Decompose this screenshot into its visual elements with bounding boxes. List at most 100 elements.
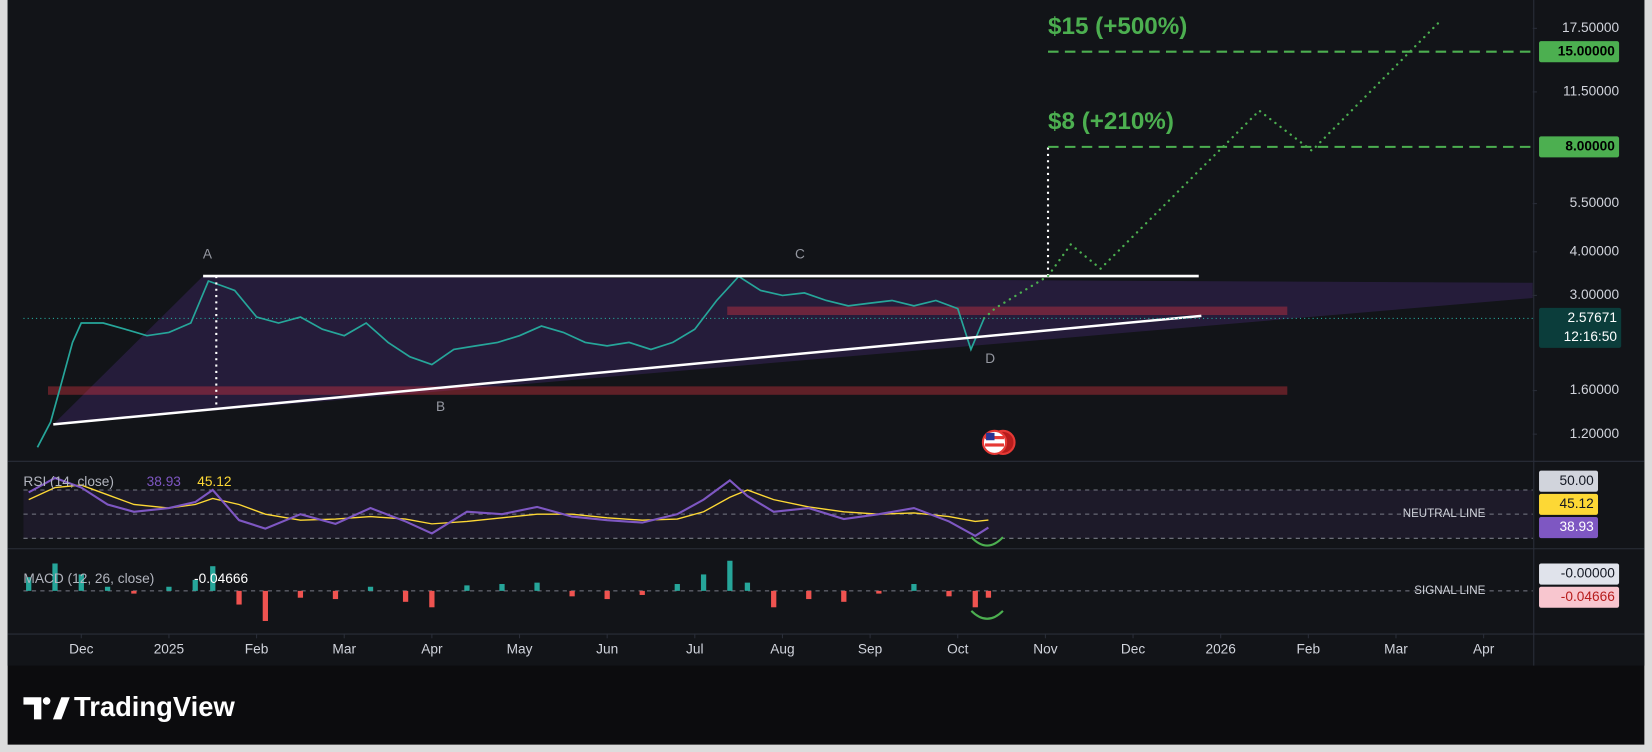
y-tick-label: 17.50000 [1562, 20, 1619, 35]
macd-bar [236, 590, 242, 605]
wave-label: B [436, 399, 445, 414]
target-tag: 15.00000 [1558, 43, 1615, 58]
macd-bar [499, 584, 505, 591]
countdown: 12:16:50 [1564, 329, 1618, 344]
us-flag-icon [981, 429, 1016, 455]
macd-bar [429, 590, 435, 608]
y-tick-label: 3.00000 [1570, 287, 1620, 302]
macd-bar [534, 582, 540, 591]
macd-value: -0.04666 [194, 571, 248, 586]
wave-label: C [795, 247, 805, 262]
macd-bar [806, 590, 812, 600]
y-tick-label: 4.00000 [1570, 243, 1620, 258]
macd-bar [946, 590, 952, 597]
x-tick-label: Feb [245, 641, 269, 656]
target-tag: 8.00000 [1565, 138, 1615, 153]
x-tick-label: Mar [1384, 641, 1408, 656]
macd-bar [131, 590, 137, 594]
x-tick-label: Jun [596, 641, 618, 656]
last-price-tag: 2.57671 [1567, 310, 1616, 325]
logo-mark [23, 697, 42, 720]
rsi-title: RSI (14, close) [23, 474, 114, 489]
macd-bar [26, 577, 32, 591]
logo-mark [42, 697, 51, 705]
wave-label: D [985, 351, 995, 366]
highlight-arc [970, 610, 1004, 620]
x-tick-label: May [507, 641, 533, 656]
x-tick-label: Aug [770, 641, 794, 656]
macd-bar [972, 590, 978, 608]
macd-title: MACD (12, 26, close) [23, 571, 154, 586]
macd-bar [332, 590, 339, 600]
rsi-value: 38.93 [147, 474, 182, 489]
target-label: $15 (+500%) [1048, 13, 1187, 40]
macd-bar [464, 585, 470, 591]
macd-bar [744, 582, 751, 591]
macd-bar [166, 586, 172, 591]
x-tick-label: Apr [421, 641, 443, 656]
macd-level-label: SIGNAL LINE [1414, 585, 1485, 597]
x-tick-label: Oct [947, 641, 968, 656]
flag-stripe [985, 443, 1004, 447]
macd-bar [911, 584, 917, 591]
rsi-ma-value: 45.12 [197, 474, 231, 489]
last-price-tag-bg [1539, 307, 1622, 348]
y-tick-label: 5.50000 [1570, 195, 1620, 210]
macd-bar [262, 590, 268, 621]
support-line [53, 314, 1202, 426]
x-tick-label: Sep [858, 641, 883, 656]
axis-tag-bg [1539, 493, 1599, 515]
y-tick-label: 1.20000 [1570, 426, 1620, 441]
axis-tag-bg [1539, 586, 1620, 608]
axis-tag-bg [1539, 563, 1620, 585]
x-tick-label: 2026 [1205, 641, 1236, 656]
macd-bar [604, 590, 610, 600]
macd-bar [727, 560, 733, 591]
flag-canton [986, 432, 995, 441]
axis-tag: 45.12 [1560, 496, 1594, 511]
macd-bar [771, 590, 777, 608]
macd-bar [192, 579, 198, 591]
macd-bar [674, 584, 680, 591]
axis-tag: -0.04666 [1561, 589, 1615, 604]
rsi-line [28, 476, 989, 538]
x-tick-label: Feb [1297, 641, 1321, 656]
macd-bar [367, 586, 374, 591]
axis-tag-bg [1539, 470, 1599, 492]
macd-bar [210, 566, 216, 591]
plot-layer: 1.20000 1.60000 3.00000 4.00000 5.50000 11.50… [23, 13, 1622, 656]
y-tick-label: 1.60000 [1570, 382, 1620, 397]
x-tick-label: 2025 [154, 641, 185, 656]
x-tick-label: Mar [332, 641, 356, 656]
brand-logo: TradingView [23, 691, 235, 722]
y-tick-label: 11.50000 [1563, 84, 1619, 99]
macd-bar [985, 590, 992, 598]
target-label: $8 (+210%) [1048, 108, 1174, 135]
axis-tag: 50.00 [1560, 473, 1595, 488]
target-tag-bg [1539, 136, 1620, 158]
highlight-arc [970, 536, 1004, 547]
logo-mark [52, 697, 70, 720]
macd-bar [700, 574, 707, 591]
target-tag-bg [1539, 41, 1620, 63]
pattern-zone [53, 276, 1533, 425]
macd-bar [52, 563, 58, 591]
macd-bar [402, 590, 409, 602]
x-tick-label: Jul [686, 641, 704, 656]
macd-bar [78, 574, 84, 591]
projection-path [982, 22, 1440, 320]
macd-bar [297, 590, 304, 598]
macd-bar [639, 590, 645, 595]
x-tick-label: Apr [1473, 641, 1495, 656]
macd-bar [569, 590, 575, 597]
support-zone [727, 306, 1288, 316]
chart-area [7, 0, 1645, 666]
axis-tag-bg [1539, 516, 1599, 539]
macd-bar [876, 590, 882, 594]
price-line [36, 275, 985, 448]
support-zone [47, 386, 1288, 395]
x-tick-label: Dec [1121, 641, 1145, 656]
x-tick-label: Nov [1033, 641, 1057, 656]
